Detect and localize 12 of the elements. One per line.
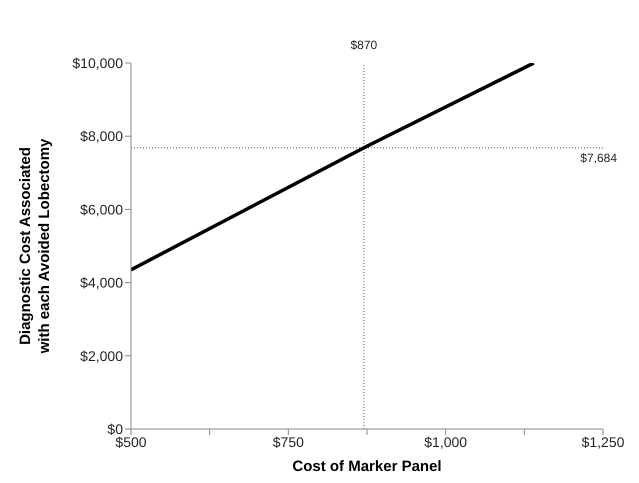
x-tick-label: $1,000 xyxy=(424,434,468,450)
y-tick-label: $6,000 xyxy=(80,201,124,218)
x-axis-title: Cost of Marker Panel xyxy=(292,458,442,475)
ref-line-label: $7,684 xyxy=(580,150,618,165)
y-tick-label: $2,000 xyxy=(80,348,124,364)
y-tick-label: $10,000 xyxy=(72,54,124,71)
x-tick-label: $1,250 xyxy=(582,434,625,450)
y-tick-label: $4,000 xyxy=(80,274,124,291)
y-axis-title: Diagnostic Cost Associated with each Avoided Lobectomy xyxy=(17,138,53,354)
y-tick-label: $8,000 xyxy=(80,128,124,144)
x-tick-label: $750 xyxy=(272,434,304,450)
ref-line-label: $870 xyxy=(350,38,378,52)
